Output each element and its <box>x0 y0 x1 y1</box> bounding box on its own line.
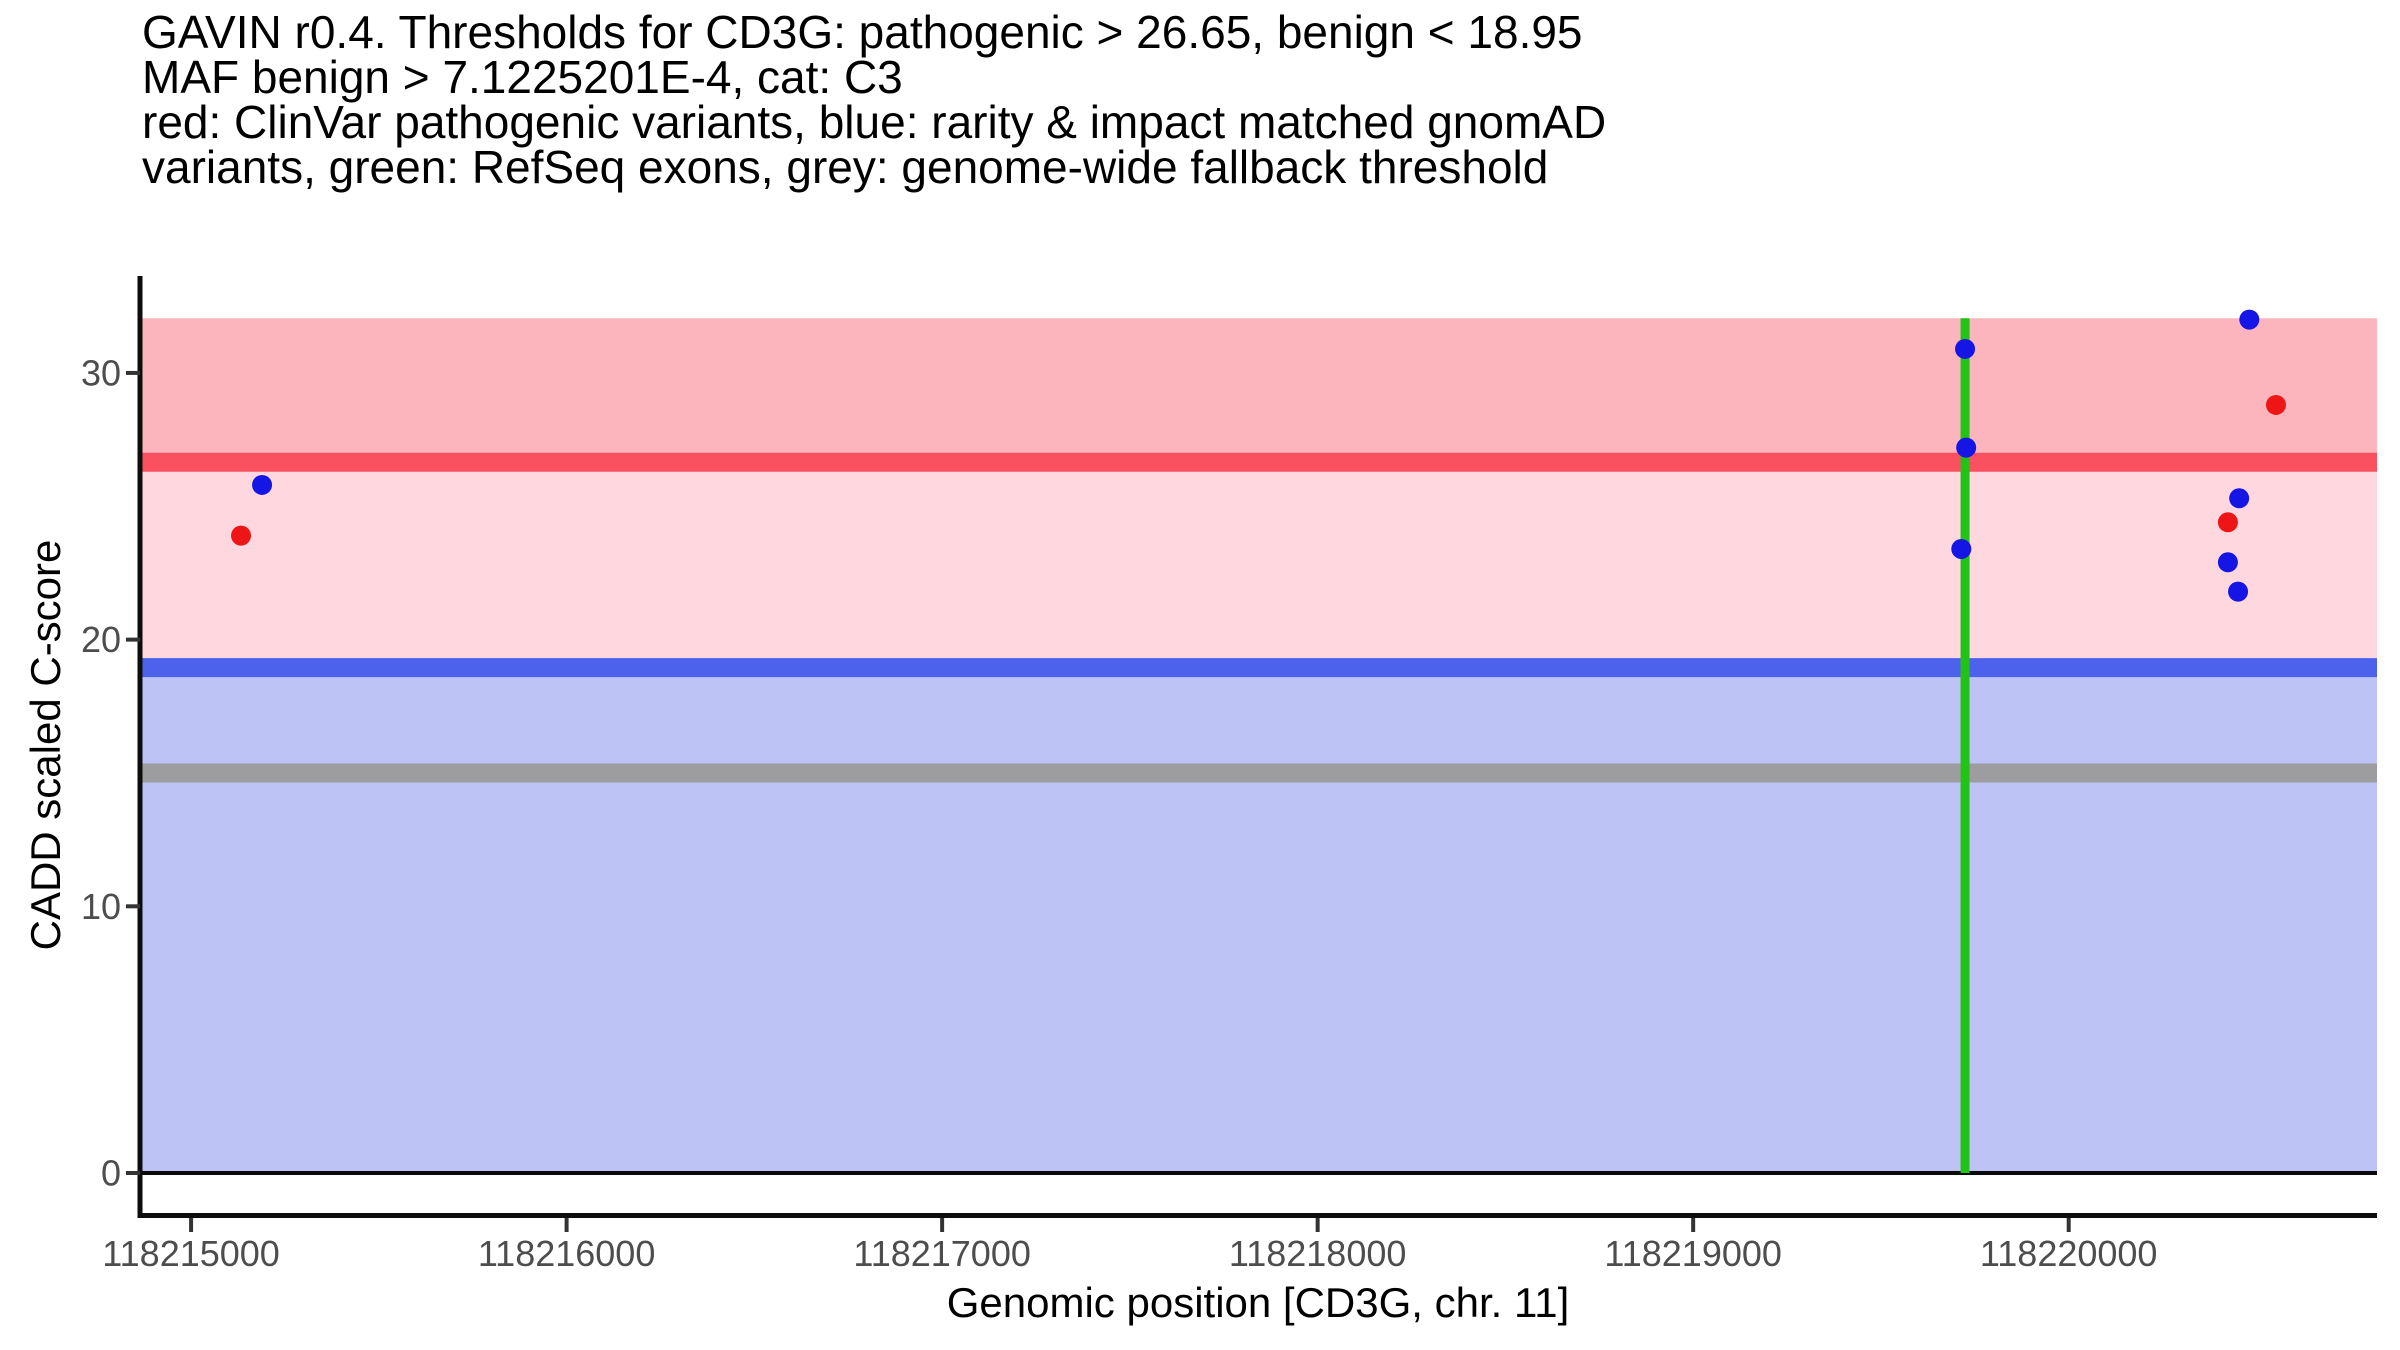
point-gnomad-matched <box>2217 552 2238 573</box>
point-gnomad-matched <box>2229 488 2250 509</box>
x-axis-title: Genomic position [CD3G, chr. 11] <box>946 1279 1570 1326</box>
point-gnomad-matched <box>2239 309 2260 330</box>
band-pathogenic-region <box>140 318 2377 463</box>
x-tick-label: 118220000 <box>1980 1233 2158 1274</box>
x-tick-label: 118219000 <box>1604 1233 1782 1274</box>
band-benign-region <box>140 667 2377 1173</box>
x-tick-label: 118216000 <box>478 1233 656 1274</box>
x-tick-label: 118218000 <box>1229 1233 1407 1274</box>
x-tick-label: 118217000 <box>853 1233 1031 1274</box>
plot-title-line-3: red: ClinVar pathogenic variants, blue: … <box>142 96 1607 148</box>
y-tick-label: 20 <box>81 619 121 660</box>
y-tick-label: 30 <box>81 352 121 393</box>
plot-title-line-2: MAF benign > 7.1225201E-4, cat: C3 <box>142 51 903 103</box>
point-clinvar-pathogenic <box>2265 394 2286 415</box>
point-gnomad-matched <box>252 474 273 495</box>
band-vus-region <box>140 462 2377 668</box>
plot-title: GAVIN r0.4. Thresholds for CD3G: pathoge… <box>142 6 1607 193</box>
plot-title-line-4: variants, green: RefSeq exons, grey: gen… <box>142 141 1549 193</box>
x-tick-label: 118215000 <box>102 1233 280 1274</box>
plot-title-line-1: GAVIN r0.4. Thresholds for CD3G: pathoge… <box>142 6 1583 58</box>
point-clinvar-pathogenic <box>2217 512 2238 533</box>
y-tick-label: 0 <box>101 1152 121 1193</box>
y-tick-label: 10 <box>81 886 121 927</box>
point-gnomad-matched <box>2228 581 2249 602</box>
point-gnomad-matched <box>1951 538 1972 559</box>
point-clinvar-pathogenic <box>231 525 252 546</box>
y-axis-title: CADD scaled C-score <box>22 539 69 951</box>
point-gnomad-matched <box>1955 338 1976 359</box>
point-gnomad-matched <box>1956 437 1977 458</box>
